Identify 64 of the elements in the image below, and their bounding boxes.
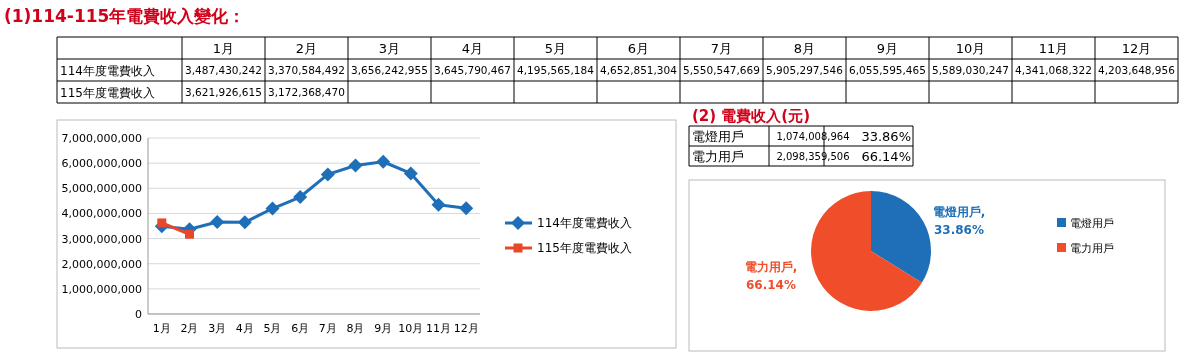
- y-tick-label: 6,000,000,000: [61, 157, 142, 171]
- y-tick-label: 3,000,000,000: [61, 232, 142, 246]
- text: 115年度電費收入: [60, 86, 155, 100]
- category-label: 6月: [627, 41, 650, 56]
- y-tick-label: 1,000,000,000: [61, 282, 142, 296]
- legend-label: 電力用戶: [1070, 242, 1114, 255]
- x-tick-label: 11月: [426, 322, 451, 335]
- text: 1,074,008,964: [776, 131, 850, 142]
- legend-label: 電燈用戶: [1070, 217, 1114, 230]
- pie-slice: [811, 191, 922, 311]
- category-label: 10月: [955, 41, 986, 56]
- category-label: 8月: [793, 41, 816, 56]
- x-tick-label: 7月: [318, 322, 337, 335]
- text: 3,370,584,492: [268, 64, 345, 76]
- data-label: 電燈用戶, 33.86%: [932, 205, 986, 237]
- text: 3,645,790,467: [434, 64, 511, 76]
- text: 3,656,242,955: [351, 64, 428, 76]
- data-label: 電力用戶, 66.14%: [744, 260, 798, 292]
- category-label: 電燈用戶: [692, 129, 744, 144]
- chart-title: (1)114-115年電費收入變化：: [4, 6, 246, 26]
- text: 5,550,547,669: [683, 64, 760, 76]
- text: 4,195,565,184: [517, 64, 595, 76]
- x-tick-label: 10月: [398, 322, 424, 335]
- x-tick-label: 8月: [346, 322, 365, 335]
- text: 3,172,368,470: [268, 86, 345, 98]
- y-tick-label: 4,000,000,000: [61, 207, 142, 221]
- y-tick-label: 7,000,000,000: [61, 132, 142, 145]
- y-tick-label: 0: [135, 308, 142, 321]
- text: 5,905,297,546: [766, 64, 844, 76]
- x-tick-label: 2月: [180, 322, 199, 335]
- x-tick-label: 5月: [263, 322, 282, 335]
- text: 4,341,068,322: [1015, 64, 1092, 76]
- x-tick-label: 12月: [453, 322, 479, 335]
- legend-label: 115年度電費收入: [537, 241, 632, 255]
- text: 2,098,359,506: [776, 151, 850, 162]
- x-tick-label: 9月: [374, 322, 393, 335]
- text: 33.86%: [861, 129, 911, 144]
- x-tick-label: 6月: [291, 322, 310, 335]
- category-label: 9月: [876, 41, 899, 56]
- text: 114年度電費收入: [60, 64, 155, 78]
- x-tick-label: 4月: [235, 322, 254, 335]
- category-label: 5月: [544, 41, 567, 56]
- text: 3,487,430,242: [185, 64, 262, 76]
- category-label: 7月: [710, 41, 733, 56]
- x-tick-label: 3月: [208, 322, 227, 335]
- category-label: 1月: [212, 41, 235, 56]
- text: 5,589,030,247: [932, 64, 1009, 76]
- category-label: 2月: [295, 41, 318, 56]
- category-label: 4月: [461, 41, 484, 56]
- x-tick-label: 1月: [152, 322, 171, 335]
- text: 6,055,595,465: [849, 64, 926, 76]
- pie-slice: [871, 191, 931, 283]
- category-label: 3月: [378, 41, 401, 56]
- category-label: 11月: [1038, 41, 1069, 56]
- text: 66.14%: [861, 149, 911, 164]
- category-label: 電力用戶: [692, 149, 744, 164]
- legend-label: 114年度電費收入: [537, 216, 632, 230]
- y-tick-label: 2,000,000,000: [61, 257, 142, 271]
- text: 4,652,851,304: [600, 64, 678, 76]
- text: 3,621,926,615: [185, 86, 262, 98]
- category-label: 12月: [1121, 41, 1152, 56]
- y-tick-label: 5,000,000,000: [61, 182, 142, 196]
- chart-title: (2) 電費收入(元): [692, 107, 811, 125]
- text: 4,203,648,956: [1098, 64, 1176, 76]
